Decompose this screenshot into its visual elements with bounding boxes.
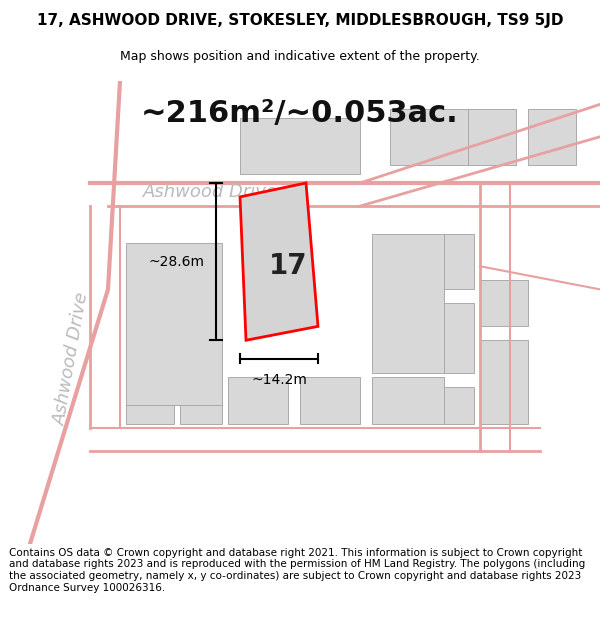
Polygon shape: [240, 183, 318, 340]
Text: Ashwood Drive: Ashwood Drive: [143, 183, 277, 201]
Bar: [372, 234, 444, 372]
Bar: [528, 109, 576, 164]
Text: 17: 17: [269, 253, 307, 280]
Text: ~14.2m: ~14.2m: [251, 372, 307, 387]
Bar: [390, 109, 468, 164]
Bar: [444, 303, 474, 372]
Text: ~216m²/~0.053ac.: ~216m²/~0.053ac.: [141, 99, 459, 128]
Bar: [444, 234, 474, 289]
Bar: [228, 378, 288, 424]
Text: ~28.6m: ~28.6m: [148, 254, 204, 269]
Text: Map shows position and indicative extent of the property.: Map shows position and indicative extent…: [120, 51, 480, 63]
Bar: [480, 280, 528, 326]
Bar: [180, 405, 222, 424]
Text: Contains OS data © Crown copyright and database right 2021. This information is : Contains OS data © Crown copyright and d…: [9, 548, 585, 592]
Bar: [126, 243, 222, 405]
Bar: [372, 378, 444, 424]
Bar: [480, 340, 528, 424]
Bar: [300, 378, 360, 424]
Text: 17, ASHWOOD DRIVE, STOKESLEY, MIDDLESBROUGH, TS9 5JD: 17, ASHWOOD DRIVE, STOKESLEY, MIDDLESBRO…: [37, 12, 563, 28]
Bar: [468, 109, 516, 164]
Text: Ashwood Drive: Ashwood Drive: [52, 291, 92, 427]
Bar: [126, 405, 174, 424]
Bar: [444, 386, 474, 424]
Bar: [240, 118, 360, 174]
